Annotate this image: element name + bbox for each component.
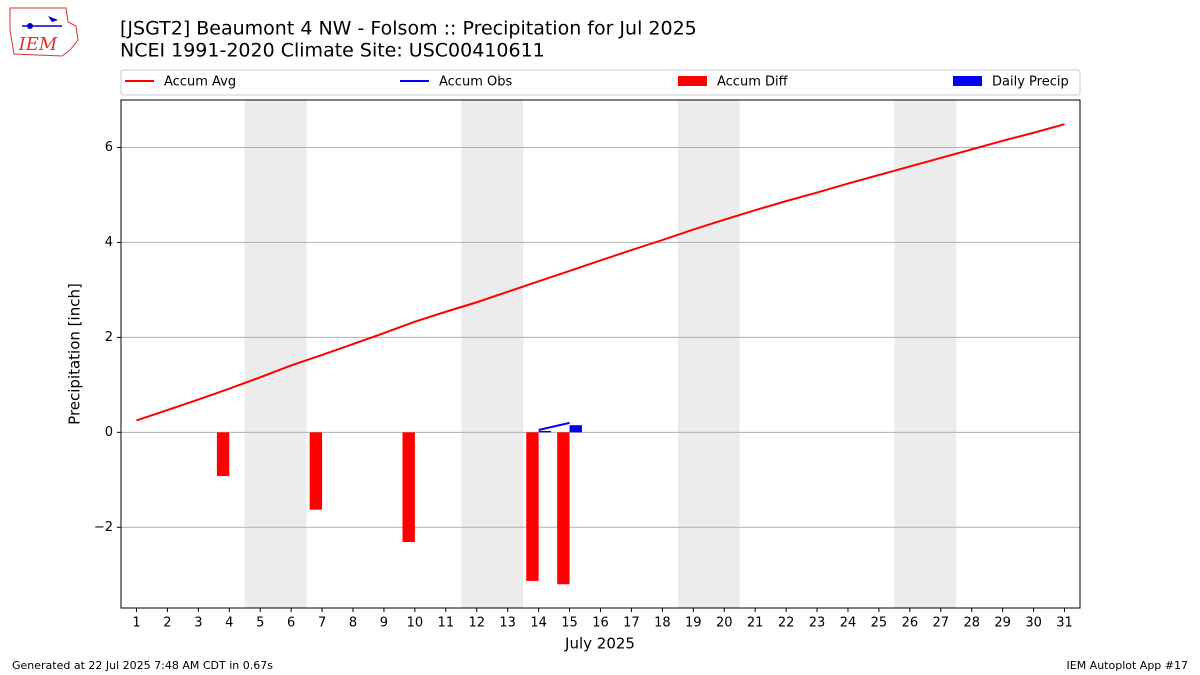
plot-frame: [120, 99, 1081, 609]
legend-swatch: [678, 76, 707, 86]
x-tick-label: 31: [1056, 616, 1073, 631]
y-tick-label: 6: [105, 140, 113, 155]
legend-label: Accum Obs: [439, 75, 512, 90]
y-axis-label: Precipitation [inch]: [66, 283, 84, 425]
bar: [309, 432, 323, 510]
bar: [402, 432, 415, 543]
weekend-shade: [677, 100, 740, 608]
x-tick-label: 17: [623, 616, 640, 631]
weekend-shade: [461, 100, 524, 608]
legend-label: Daily Precip: [992, 75, 1069, 90]
x-tick-label: 19: [685, 616, 702, 631]
x-tick-label: 4: [225, 616, 233, 631]
x-tick-label: 13: [499, 616, 516, 631]
x-tick-label: 21: [747, 616, 764, 631]
line-series: [538, 421, 570, 431]
bar: [216, 432, 230, 477]
x-tick-label: 12: [468, 616, 485, 631]
bar: [557, 432, 570, 585]
x-axis-label: July 2025: [564, 635, 635, 653]
x-tick-label: 22: [778, 616, 795, 631]
x-tick-label: 25: [871, 616, 888, 631]
bar: [538, 430, 552, 433]
x-tick-label: 6: [287, 616, 295, 631]
chart-subtitle: NCEI 1991-2020 Climate Site: USC00410611: [120, 40, 545, 62]
x-tick-label: 14: [530, 616, 547, 631]
plot-area: [121, 100, 1080, 608]
x-tick-label: 29: [994, 616, 1011, 631]
x-tick-label: 26: [902, 616, 919, 631]
y-tick-label: 2: [105, 330, 113, 345]
weekend-shade: [244, 100, 307, 608]
logo-text: IEM: [18, 34, 58, 55]
x-tick-label: 1: [132, 616, 140, 631]
x-tick-label: 5: [256, 616, 264, 631]
y-tick-label: −2: [94, 520, 113, 535]
chart-title: [JSGT2] Beaumont 4 NW - Folsom :: Precip…: [120, 18, 697, 40]
x-tick-label: 15: [561, 616, 578, 631]
legend-swatch: [953, 76, 982, 86]
x-tick-label: 30: [1025, 616, 1042, 631]
legend-label: Accum Avg: [164, 75, 236, 90]
x-tick-label: 18: [654, 616, 671, 631]
x-tick-label: 11: [438, 616, 455, 631]
legend-box: [120, 69, 1081, 96]
x-tick-label: 3: [194, 616, 202, 631]
x-tick-label: 27: [933, 616, 950, 631]
bar: [569, 425, 582, 433]
bar: [526, 432, 539, 581]
x-tick-label: 23: [809, 616, 826, 631]
x-tick-label: 20: [716, 616, 733, 631]
x-tick-label: 7: [318, 616, 326, 631]
x-tick-label: 9: [380, 616, 388, 631]
footer-right: IEM Autoplot App #17: [1067, 659, 1189, 672]
y-tick-label: 4: [105, 235, 113, 250]
x-tick-label: 8: [349, 616, 357, 631]
logo: IEM: [9, 7, 79, 57]
line-series: [136, 123, 1065, 422]
footer-left: Generated at 22 Jul 2025 7:48 AM CDT in …: [12, 659, 273, 672]
x-tick-label: 24: [840, 616, 857, 631]
x-tick-label: 10: [407, 616, 424, 631]
x-tick-label: 16: [592, 616, 609, 631]
x-tick-label: 28: [963, 616, 980, 631]
x-tick-label: 2: [163, 616, 171, 631]
legend-label: Accum Diff: [717, 75, 789, 90]
y-tick-label: 0: [105, 425, 113, 440]
weekend-shade: [894, 100, 957, 608]
